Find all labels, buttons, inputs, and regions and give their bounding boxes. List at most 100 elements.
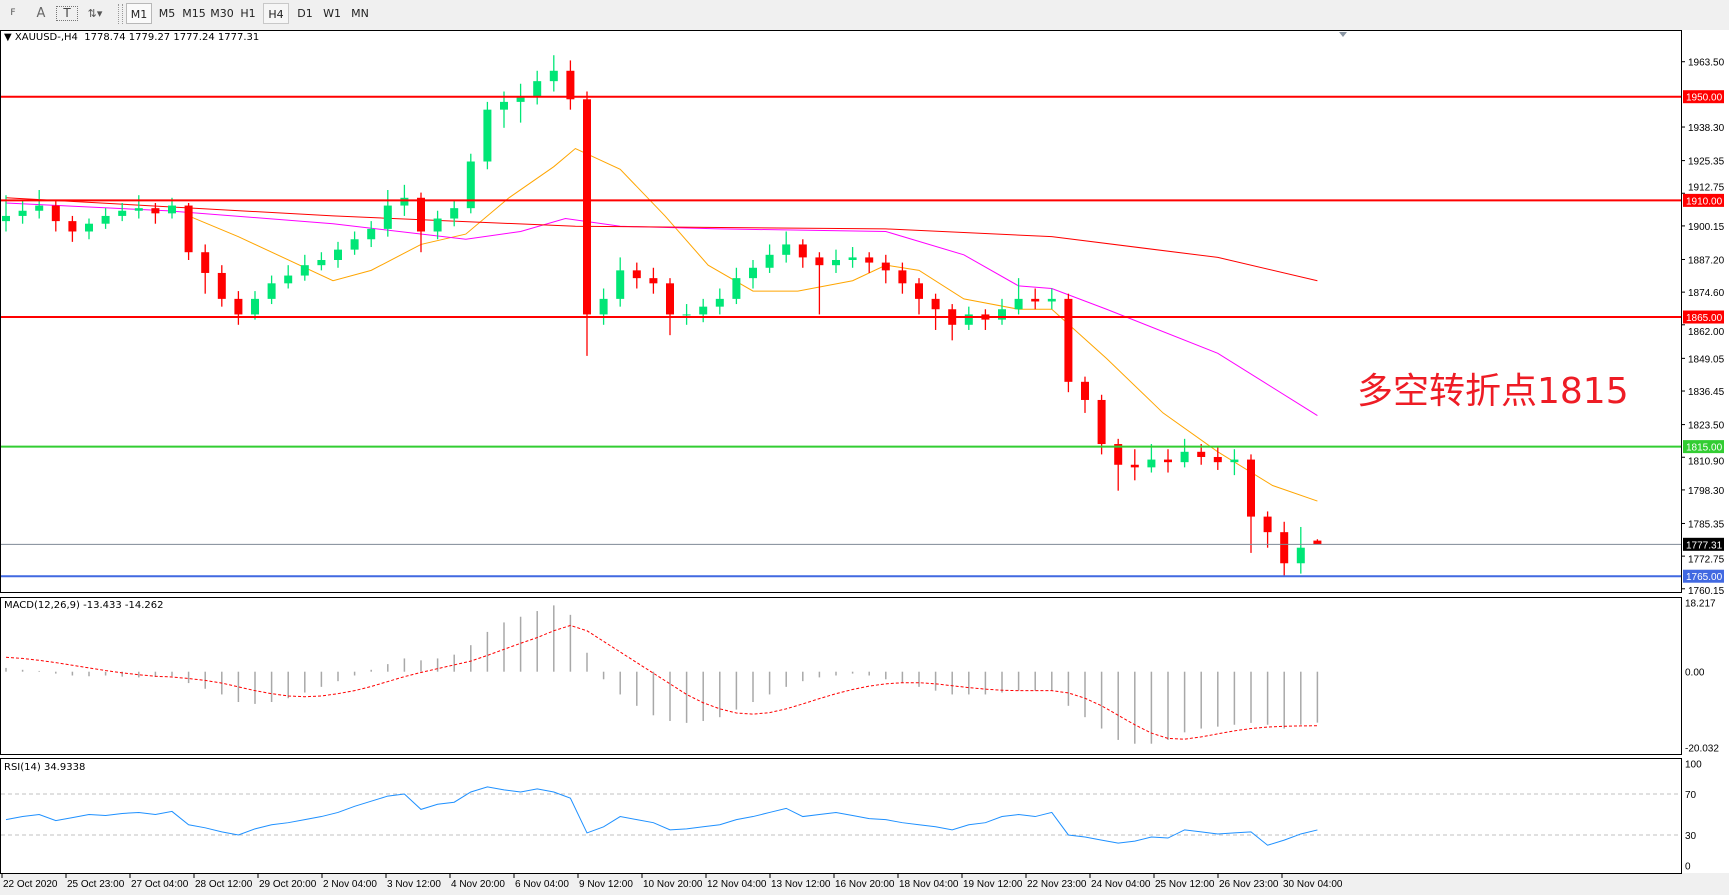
candle-bull	[599, 298, 608, 315]
candle-bull	[300, 265, 309, 276]
text-label-tool-icon[interactable]: T	[56, 6, 78, 21]
candle-bull	[400, 197, 409, 206]
chart-shift-marker-icon[interactable]	[1339, 32, 1347, 37]
arrows-tool-dropdown-icon[interactable]: ⇅▾	[87, 7, 103, 20]
candle-bull	[383, 205, 392, 229]
candle-bear	[51, 205, 60, 222]
candle-bear	[184, 205, 193, 253]
symbol-ohlc-text: XAUUSD-,H4 1778.74 1779.27 1777.24 1777.…	[14, 32, 260, 43]
candle-bull	[466, 161, 475, 209]
macd-tick-label: 0.00	[1685, 668, 1705, 679]
candle-bull	[533, 81, 542, 97]
time-tick-label: 13 Nov 12:00	[771, 879, 831, 890]
level-price-label: 1865.00	[1686, 313, 1723, 324]
candle-bull	[1047, 298, 1056, 302]
candle-bull	[85, 223, 93, 232]
candle-bull	[267, 283, 276, 299]
time-tick-label: 12 Nov 04:00	[707, 879, 767, 890]
candle-bear	[1197, 451, 1206, 457]
current-price-label: 1777.31	[1686, 540, 1723, 551]
time-tick-label: 22 Oct 2020	[3, 879, 58, 890]
chart-area	[0, 30, 1729, 873]
timeframe-h1-button[interactable]: H1	[240, 7, 256, 20]
candle-bull	[35, 205, 44, 211]
price-tick-label: 1887.20	[1688, 255, 1725, 266]
price-tick-label: 1785.35	[1688, 519, 1725, 530]
candle-bull	[18, 210, 27, 216]
candle-bull	[483, 109, 492, 162]
time-tick-label: 22 Nov 23:00	[1027, 879, 1087, 890]
candle-bull	[1014, 298, 1023, 310]
candle-bull	[334, 249, 342, 260]
level-price-tag	[1683, 440, 1724, 454]
price-tick-label: 1900.15	[1688, 222, 1725, 233]
period-separator-tool-icon[interactable]: F	[10, 8, 16, 18]
time-tick-label: 3 Nov 12:00	[387, 879, 441, 890]
candle-bear	[1263, 516, 1272, 533]
candle-bear	[1081, 381, 1089, 400]
candle-bull	[682, 314, 691, 316]
time-tick-label: 24 Nov 04:00	[1091, 879, 1151, 890]
chart-canvas[interactable]: 1963.50 1938.30 1925.35 1912.75 1900.15 1887.…	[0, 28, 1729, 895]
timeframe-w1-button[interactable]: W1	[323, 7, 341, 20]
candle-bear	[632, 270, 641, 279]
text-tool-icon[interactable]: A	[36, 6, 46, 21]
timeframe-d1-button[interactable]: D1	[297, 7, 313, 20]
level-price-label: 1815.00	[1686, 443, 1723, 454]
macd-panel-border	[0, 597, 1682, 755]
price-tick-label: 1823.50	[1688, 421, 1725, 432]
candle-bull	[1180, 451, 1189, 463]
candle-bull	[450, 208, 459, 219]
collapse-triangle-icon[interactable]: ▼	[4, 32, 15, 43]
timeframe-m1-button[interactable]: M1	[126, 3, 152, 24]
rsi-tick-label: 70	[1685, 790, 1697, 801]
candle-bear	[68, 221, 77, 232]
level-price-label: 1950.00	[1686, 93, 1723, 104]
candle-bull	[1296, 547, 1305, 564]
candle-bull	[101, 215, 110, 224]
price-tick-label: 1925.35	[1688, 157, 1725, 168]
price-tick-label: 1849.05	[1688, 354, 1725, 365]
rsi-tick-label: 0	[1685, 862, 1691, 873]
candle-bear	[1097, 399, 1106, 445]
candle-bull	[2, 215, 10, 222]
candle-bear	[1247, 459, 1255, 517]
timeframe-mn-button[interactable]: MN	[351, 7, 369, 20]
candle-bull	[782, 244, 791, 255]
candle-bear	[1130, 464, 1139, 468]
time-tick-label: 6 Nov 04:00	[515, 879, 569, 890]
price-tick-label: 1912.75	[1688, 182, 1725, 193]
candle-bull	[765, 254, 774, 268]
candle-bull	[699, 306, 708, 315]
timeframe-h4-button[interactable]: H4	[263, 3, 289, 24]
timeframe-m15-button[interactable]: M15	[182, 7, 206, 20]
price-tick-label: 1862.00	[1688, 327, 1725, 338]
current-price-tag	[1683, 537, 1724, 551]
level-price-tag	[1683, 310, 1724, 324]
rsi-tick-label: 30	[1685, 831, 1697, 842]
candle-bull	[251, 298, 259, 315]
candle-bull	[848, 257, 857, 260]
time-tick-label: 2 Nov 04:00	[323, 879, 377, 890]
candle-bull	[317, 259, 326, 266]
time-tick-label: 10 Nov 20:00	[643, 879, 703, 890]
level-price-tag	[1683, 90, 1724, 104]
time-tick-label: 19 Nov 12:00	[963, 879, 1023, 890]
timeframe-m30-button[interactable]: M30	[210, 7, 234, 20]
price-tick-label: 1836.45	[1688, 387, 1725, 398]
candle-bear	[566, 70, 575, 100]
candle-bear	[1031, 298, 1040, 302]
candle-bull	[549, 70, 558, 82]
toolbar-separator	[118, 4, 123, 24]
candle-bear	[931, 298, 940, 310]
price-tick-label: 1810.90	[1688, 457, 1725, 468]
candle-bear	[151, 208, 160, 214]
candle-bear	[649, 278, 658, 284]
time-tick-label: 9 Nov 12:00	[579, 879, 633, 890]
candle-bear	[815, 257, 824, 266]
toolbar: F A T ⇅▾ M1 M5 M15 M30 H1 H4 D1 W1 MN	[0, 0, 1729, 29]
pivot-annotation: 多空转折点1815	[1357, 371, 1629, 412]
timeframe-m5-button[interactable]: M5	[158, 7, 176, 20]
candle-bull	[516, 96, 525, 102]
macd-tick-label: -20.032	[1685, 744, 1719, 755]
